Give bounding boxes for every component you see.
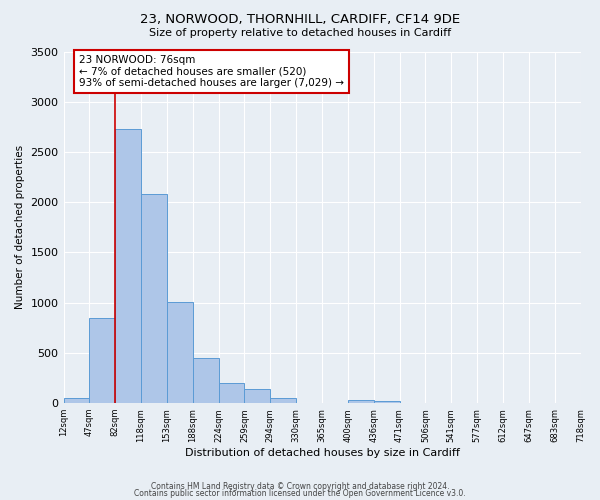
Bar <box>89 318 115 403</box>
Bar <box>115 129 141 403</box>
X-axis label: Distribution of detached houses by size in Cardiff: Distribution of detached houses by size … <box>185 448 460 458</box>
Bar <box>218 383 244 403</box>
Bar <box>141 194 167 403</box>
Bar <box>244 389 271 403</box>
Bar <box>167 302 193 403</box>
Text: Size of property relative to detached houses in Cardiff: Size of property relative to detached ho… <box>149 28 451 38</box>
Bar <box>193 358 218 403</box>
Bar <box>64 398 89 403</box>
Y-axis label: Number of detached properties: Number of detached properties <box>15 145 25 310</box>
Text: Contains public sector information licensed under the Open Government Licence v3: Contains public sector information licen… <box>134 489 466 498</box>
Bar <box>374 401 400 403</box>
Text: 23 NORWOOD: 76sqm
← 7% of detached houses are smaller (520)
93% of semi-detached: 23 NORWOOD: 76sqm ← 7% of detached house… <box>79 55 344 88</box>
Text: Contains HM Land Registry data © Crown copyright and database right 2024.: Contains HM Land Registry data © Crown c… <box>151 482 449 491</box>
Bar <box>271 398 296 403</box>
Bar <box>348 400 374 403</box>
Text: 23, NORWOOD, THORNHILL, CARDIFF, CF14 9DE: 23, NORWOOD, THORNHILL, CARDIFF, CF14 9D… <box>140 12 460 26</box>
